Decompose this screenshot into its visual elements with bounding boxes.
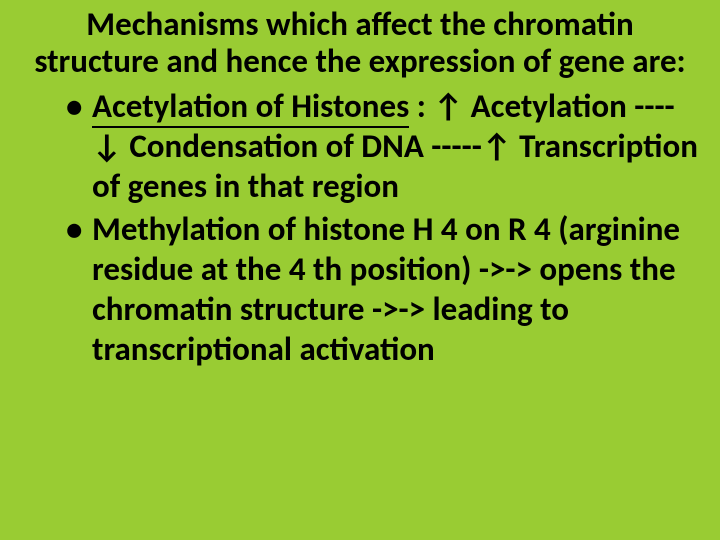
bullet-lead-underlined: Acetylation of Histones (92, 86, 409, 128)
list-item: Acetylation of Histones : ↑ Acetylation … (66, 86, 698, 207)
bullet-list: Acetylation of Histones : ↑ Acetylation … (22, 86, 698, 370)
slide: Mechanisms which affect the chromatin st… (0, 0, 720, 540)
list-item: Methylation of histone H 4 on R 4 (argin… (66, 209, 698, 370)
slide-title: Mechanisms which affect the chromatin st… (22, 6, 698, 80)
bullet-rest: Methylation of histone H 4 on R 4 (argin… (92, 209, 680, 370)
